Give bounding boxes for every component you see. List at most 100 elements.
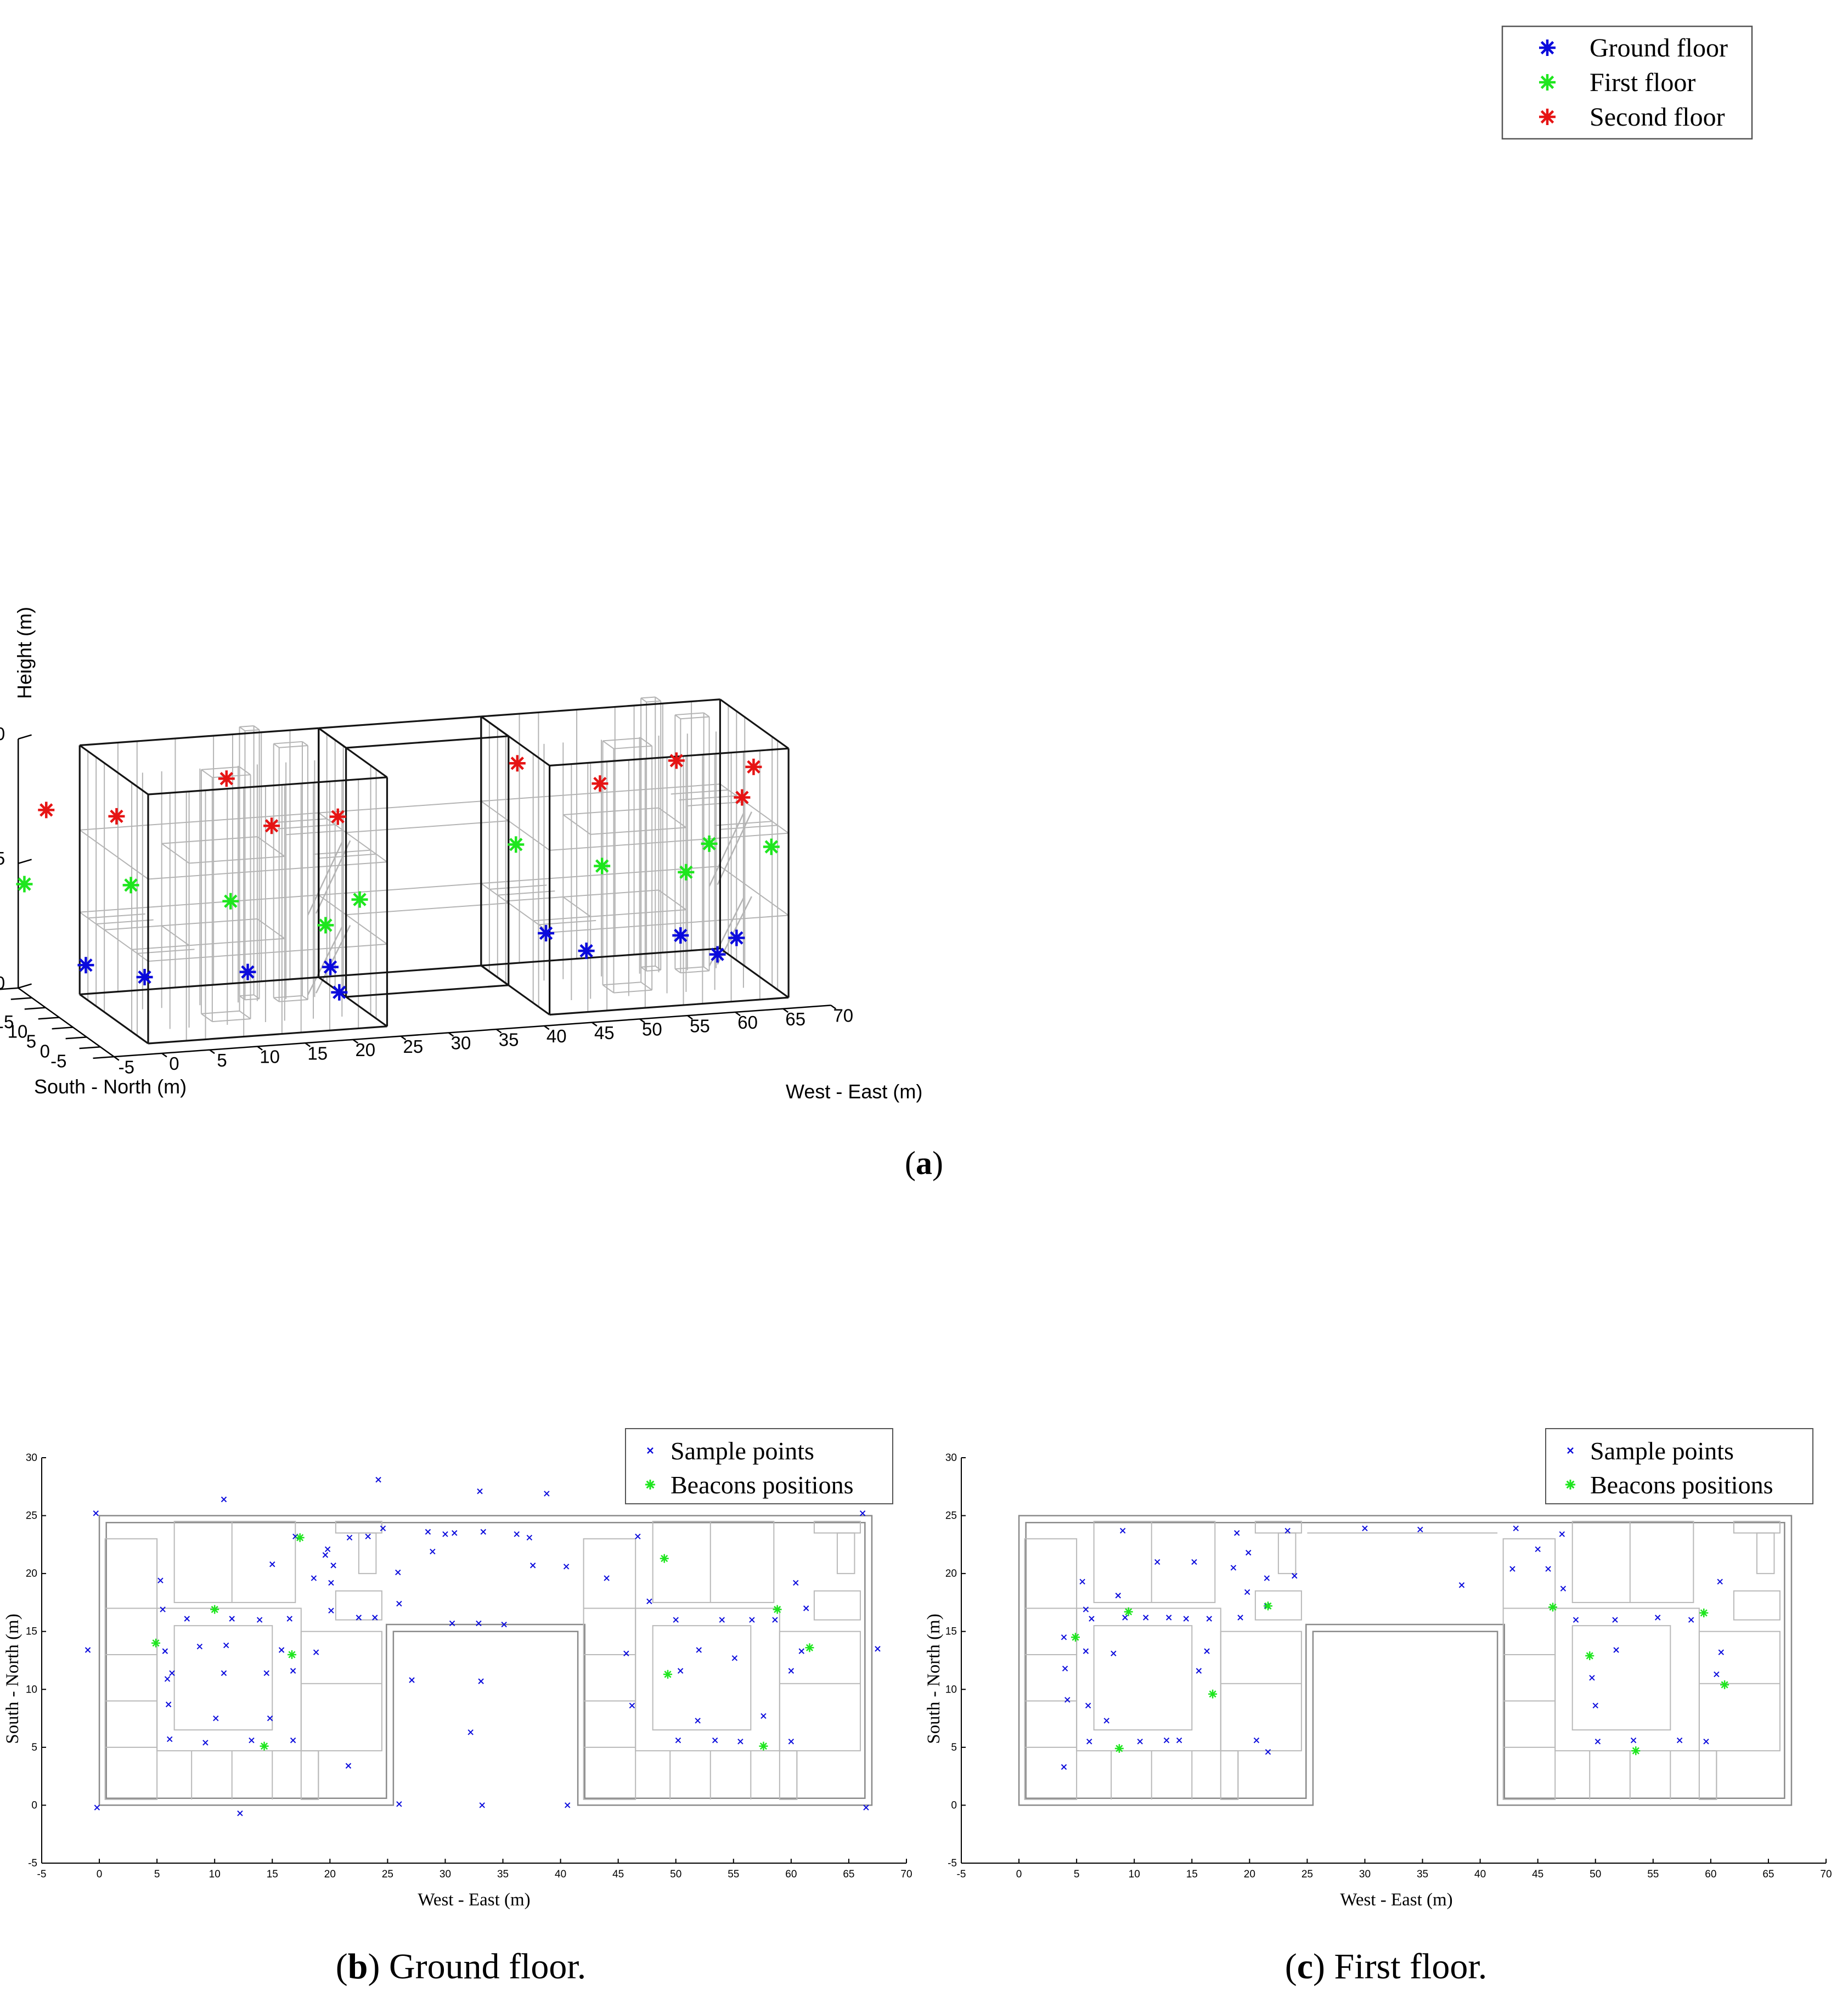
x-axis-label: West - East (m) [786, 1080, 922, 1103]
x-tick-label: 50 [642, 1019, 662, 1040]
z-tick-mark [18, 734, 32, 740]
legend-marker-second [1539, 109, 1556, 125]
z-tick-label: 5 [0, 848, 5, 868]
sample-point [425, 1528, 431, 1535]
y-tick-label: 25 [26, 1510, 37, 1522]
sample-point [1064, 1697, 1071, 1703]
x-tick-label: 65 [1762, 1869, 1774, 1880]
data-markers-c [1061, 1525, 1729, 1770]
sample-point [731, 1655, 738, 1661]
building-wall-lines [79, 696, 789, 1041]
legend-star-first [1539, 74, 1556, 91]
y-axis-label-c: South - North (m) [924, 1614, 944, 1744]
beacon-position [210, 1605, 219, 1614]
sample-point [213, 1715, 219, 1722]
floor-plan-walls-b [98, 1515, 873, 1806]
sample-point [563, 1564, 570, 1570]
sample-point [1191, 1559, 1197, 1565]
sample-point [1253, 1737, 1260, 1744]
room-outline [583, 1538, 636, 1800]
sample-point [93, 1510, 99, 1516]
sample-point [221, 1496, 227, 1503]
sample-point [749, 1617, 755, 1623]
x-tick-label: 5 [154, 1869, 160, 1880]
sample-point [675, 1737, 681, 1744]
sample-point [477, 1488, 483, 1494]
caption-b: (b) Ground floor. [336, 1947, 586, 1987]
partition-wall [488, 705, 729, 972]
x-tick-label: 60 [737, 1012, 758, 1033]
x-tick-label: 45 [1532, 1869, 1543, 1880]
sample-point [467, 1729, 474, 1735]
y-tick-label: 5 [31, 1742, 37, 1753]
y-tick-mark [65, 1036, 87, 1040]
room-outline [1733, 1590, 1781, 1621]
panel-c-first-floor-plot: -5 0 5 10 15 20 25 30 35 40 45 50 55 60 65 70 -5 0 5 10 15 20… [924, 1428, 1832, 1987]
legend-label-sample-b: Sample points [671, 1437, 814, 1465]
beacon-position [1720, 1680, 1729, 1689]
sample-point [863, 1804, 869, 1810]
room-outline [779, 1631, 861, 1752]
legend-marker-ground [1539, 40, 1556, 56]
x-tick-label: -5 [957, 1869, 966, 1880]
sample-point [1630, 1737, 1637, 1744]
x-tick-label: 15 [267, 1869, 278, 1880]
sample-point [1714, 1671, 1720, 1678]
courtyard-outline [652, 1625, 752, 1731]
y-tick-label: -5 [28, 1858, 37, 1869]
room-outline [300, 1750, 319, 1800]
y-tick-label: 0 [40, 1041, 50, 1062]
y-tick-mark [0, 987, 19, 990]
sample-point [1196, 1668, 1202, 1674]
sample-point [1573, 1617, 1579, 1623]
x-tick-mark [209, 1049, 215, 1054]
legend-marker-sample-b [647, 1447, 653, 1454]
room-outline [335, 1590, 382, 1621]
y-tick-label: 30 [26, 1452, 37, 1464]
second-floor-beacon [591, 775, 609, 792]
building-outline-inner [105, 1521, 866, 1799]
sample-point [449, 1620, 455, 1627]
sample-point [1176, 1737, 1182, 1744]
panel-b-ground-floor-plot: -5 0 5 10 15 20 25 30 35 40 45 50 55 60 65 70 -5 0 5 10 15 20… [3, 1428, 912, 1987]
sample-point [229, 1616, 235, 1622]
first-floor-beacon [701, 835, 718, 852]
beacon-position [1263, 1601, 1272, 1611]
y-tick-label: 20 [26, 1568, 37, 1579]
y-tick-label: 15 [945, 1626, 957, 1638]
sample-point [409, 1677, 415, 1683]
sample-point [1265, 1749, 1271, 1755]
first-floor-beacon [678, 864, 695, 881]
sample-point [1613, 1647, 1619, 1653]
sample-point [442, 1531, 448, 1537]
y-tick-label: 5 [951, 1742, 957, 1753]
ground-floor-beacon [578, 943, 595, 960]
z-tick-mark [18, 859, 32, 865]
sample-point [324, 1546, 331, 1553]
building-outline-outer [98, 1515, 873, 1806]
y-tick-label: 20 [945, 1568, 957, 1579]
x-tick-label: 25 [1302, 1869, 1313, 1880]
sample-point [269, 1561, 275, 1567]
sample-point [1513, 1525, 1519, 1532]
x-tick-mark [161, 1052, 167, 1058]
x-tick-label: 10 [1129, 1869, 1140, 1880]
sample-point [480, 1528, 487, 1535]
y-tick-mark [52, 1026, 74, 1030]
legend-box-c [1545, 1428, 1813, 1504]
x-tick-label: 25 [403, 1036, 424, 1057]
legend-marker-beacon-b [645, 1480, 655, 1490]
sample-point [1085, 1702, 1091, 1709]
room-outline [779, 1750, 798, 1800]
sample-point [1292, 1573, 1298, 1579]
sample-point [476, 1620, 482, 1627]
z-tick-mark [18, 983, 32, 989]
sample-point [875, 1646, 881, 1652]
sample-point [646, 1598, 652, 1605]
legend-c: Sample points Beacons positions [1545, 1428, 1813, 1504]
y-tick-mark [10, 997, 32, 1000]
ground-floor-beacon [728, 929, 745, 946]
beacon-position [663, 1669, 673, 1679]
beacon-position [260, 1741, 269, 1751]
y-tick-mark [24, 1007, 46, 1010]
